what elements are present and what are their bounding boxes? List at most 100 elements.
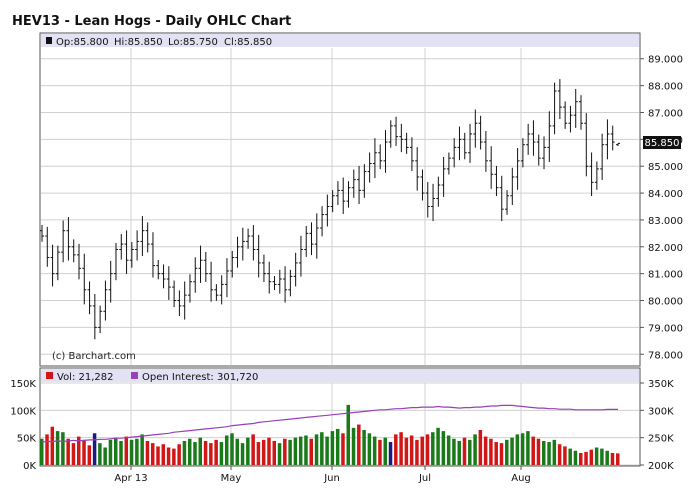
ohlc-bar: [552, 82, 557, 135]
volume-y-ticks: 0K 50K 100K 150K 200K 250K 300K 350K: [10, 379, 674, 472]
price-tick-label: 87.000: [648, 108, 683, 119]
ohlc-bar: [214, 284, 219, 301]
ohlc-bar: [515, 148, 520, 190]
volume-bar: [362, 430, 366, 465]
ohlc-bar: [425, 182, 430, 218]
ohlc-bar: [494, 165, 499, 197]
price-info-bar: [41, 34, 639, 47]
volume-tick-label: 150K: [10, 379, 36, 390]
ohlc-bar: [399, 123, 404, 153]
oi-legend: Open Interest: 301,720: [142, 372, 258, 383]
volume-bar: [335, 428, 340, 465]
vol-swatch: [46, 372, 53, 379]
ohlc-bar: [335, 181, 340, 205]
volume-bar: [584, 451, 588, 465]
ohlc-bar: [304, 225, 309, 257]
price-grid: [41, 48, 639, 365]
ohlc-bar: [50, 244, 55, 287]
ohlc-bar: [71, 239, 76, 263]
info-swatch: [46, 37, 52, 44]
volume-bar: [425, 434, 430, 465]
volume-bar: [494, 442, 498, 465]
oi-tick-label: 200K: [648, 461, 674, 472]
ohlc-bar: [135, 230, 140, 261]
ohlc-bar: [55, 245, 60, 281]
ohlc-bar: [103, 280, 108, 321]
volume-bar: [441, 431, 446, 465]
ohlc-bar: [610, 125, 615, 151]
volume-bar: [483, 436, 488, 465]
ohlc-bar: [293, 252, 298, 287]
volume-bar: [230, 433, 234, 465]
volume-bar: [140, 434, 144, 465]
volume-bar: [177, 444, 181, 465]
volume-bar: [536, 438, 541, 465]
volume-bar: [145, 440, 150, 465]
ohlc-bar: [92, 293, 97, 340]
chart-title: HEV13 - Lean Hogs - Daily OHLC Chart: [12, 14, 292, 29]
volume-bar: [600, 448, 604, 465]
ohlc-bar: [616, 142, 620, 147]
ohlc-bar: [351, 169, 356, 198]
ohlc-bar: [172, 280, 177, 308]
ohlc-bar: [166, 266, 171, 300]
price-tick-label: 80.000: [648, 297, 683, 308]
ohlc-bar: [536, 134, 541, 166]
ohlc-bar: [457, 126, 462, 161]
volume-info-bar: [41, 369, 639, 382]
volume-bar: [610, 452, 615, 465]
oi-polyline: [41, 404, 618, 443]
ohlc-bar: [415, 147, 420, 191]
price-tick-label: 78.000: [648, 350, 683, 361]
volume-bar: [605, 450, 609, 465]
volume-bar: [531, 436, 535, 465]
ohlc-bar: [119, 233, 124, 260]
volume-bar: [388, 442, 393, 465]
info-low: Lo:85.750: [168, 37, 218, 48]
ohlc-bar: [235, 236, 240, 268]
ohlc-bar: [320, 206, 325, 237]
volume-bar: [113, 437, 118, 465]
ohlc-bar: [187, 274, 192, 303]
volume-bar: [161, 444, 166, 465]
x-tick-label: Aug: [511, 473, 531, 484]
volume-bar: [357, 424, 361, 465]
ohlc-bar: [557, 79, 562, 120]
ohlc-bar: [124, 230, 129, 274]
volume-bar: [468, 439, 472, 465]
volume-bar: [224, 435, 229, 465]
volume-bar: [446, 435, 451, 465]
ohlc-bar: [129, 242, 134, 268]
volume-bar: [457, 440, 461, 465]
volume-bar: [98, 443, 102, 465]
volume-bar: [309, 438, 314, 465]
ohlc-bar: [473, 109, 478, 148]
volume-bar: [473, 434, 477, 465]
volume-bar: [568, 448, 572, 465]
price-tick-label: 85.000: [648, 162, 683, 173]
volume-bar: [452, 438, 456, 465]
ohlc-bar: [341, 177, 346, 214]
volume-bar: [92, 433, 97, 465]
volume-tick-label: 50K: [17, 434, 37, 445]
volume-bar: [367, 433, 372, 465]
volume-bar: [330, 431, 335, 465]
ohlc-bar: [219, 275, 224, 305]
ohlc-bar: [108, 260, 113, 303]
ohlc-bar: [203, 251, 208, 282]
ohlc-bar: [309, 222, 314, 256]
ohlc-bar: [388, 120, 393, 148]
watermark: (c) Barchart.com: [52, 351, 136, 362]
ohlc-bar: [246, 228, 251, 249]
ohlc-bar: [198, 245, 203, 283]
volume-bar: [394, 434, 398, 465]
ohlc-bar: [362, 164, 367, 198]
volume-bar: [314, 434, 319, 465]
volume-bar: [272, 440, 277, 465]
ohlc-bar: [383, 130, 388, 173]
volume-bar: [108, 439, 113, 465]
ohlc-bar: [330, 190, 335, 213]
ohlc-bar: [462, 132, 467, 160]
volume-bar: [515, 434, 520, 465]
